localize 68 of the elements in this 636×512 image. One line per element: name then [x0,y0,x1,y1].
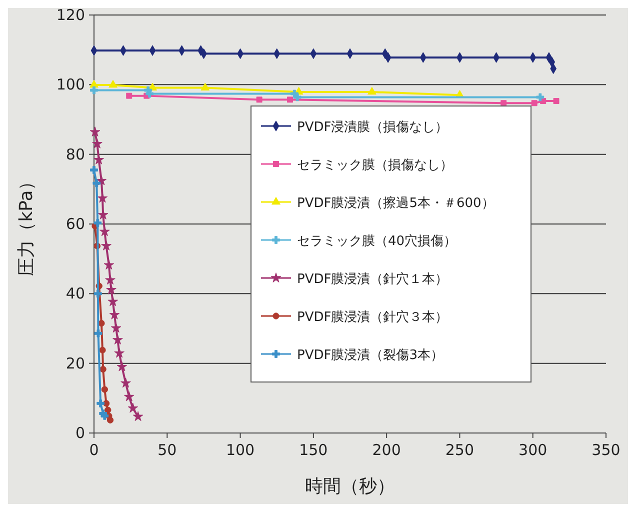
point [110,322,122,333]
x-axis-title: 時間（秒） [305,476,395,497]
legend-label: セラミック膜（損傷なし） [297,158,453,173]
x-tick-label: 0 [89,441,99,459]
point [104,260,114,270]
point [128,402,138,413]
point [109,309,120,320]
point [92,138,102,148]
point [116,361,128,372]
point [101,386,108,393]
point [96,399,105,408]
point [100,226,110,236]
x-tick-label: 100 [226,441,255,459]
point [90,126,100,136]
point [132,411,144,422]
point [90,86,98,94]
point [94,219,102,227]
point [536,93,544,102]
point [94,329,102,338]
x-tick-label: 200 [372,441,401,459]
point [100,366,106,373]
y-tick-label: 40 [66,284,85,303]
legend-label: PVDF膜浸漬（針穴３本） [297,310,448,325]
x-tick-label: 300 [518,441,548,459]
y-tick-label: 0 [75,424,85,442]
y-tick-label: 20 [66,354,85,372]
y-tick-label: 100 [56,76,85,94]
legend-label: セラミック膜（40穴損傷） [297,234,457,249]
point [94,154,104,164]
legend-label: PVDF浸漬膜（損傷なし） [297,120,448,135]
y-tick-label: 120 [56,6,85,24]
point [106,416,114,424]
point [256,96,262,103]
y-axis-title: 圧力（kPa） [16,172,37,276]
point [105,274,116,285]
point [94,290,102,298]
point [287,96,294,103]
point [92,179,101,188]
x-tick-label: 50 [158,441,177,459]
point [104,406,112,414]
x-tick-label: 250 [445,441,474,459]
point [101,240,112,250]
legend-label: PVDF膜浸漬（裂傷3本） [297,348,444,363]
legend-label: PVDF膜浸漬（針穴１本） [297,272,448,287]
point [108,80,118,88]
point [120,378,131,388]
point [200,82,210,90]
point [90,166,98,174]
x-tick-label: 150 [299,441,328,459]
point [531,100,538,106]
point [100,412,109,420]
point [112,334,123,344]
point [108,296,118,306]
y-tick-label: 60 [66,215,85,233]
y-tick-label: 80 [66,145,85,164]
point [553,98,560,104]
point [114,348,124,358]
point [98,320,105,327]
point [368,86,376,95]
legend-label: PVDF膜浸漬（擦過5本・＃600） [297,196,494,211]
point [98,210,108,220]
point [106,284,116,294]
point [293,93,302,102]
point [97,192,108,203]
x-tick-label: 350 [592,441,620,459]
point [126,92,132,99]
point [124,391,134,402]
point [99,346,106,354]
